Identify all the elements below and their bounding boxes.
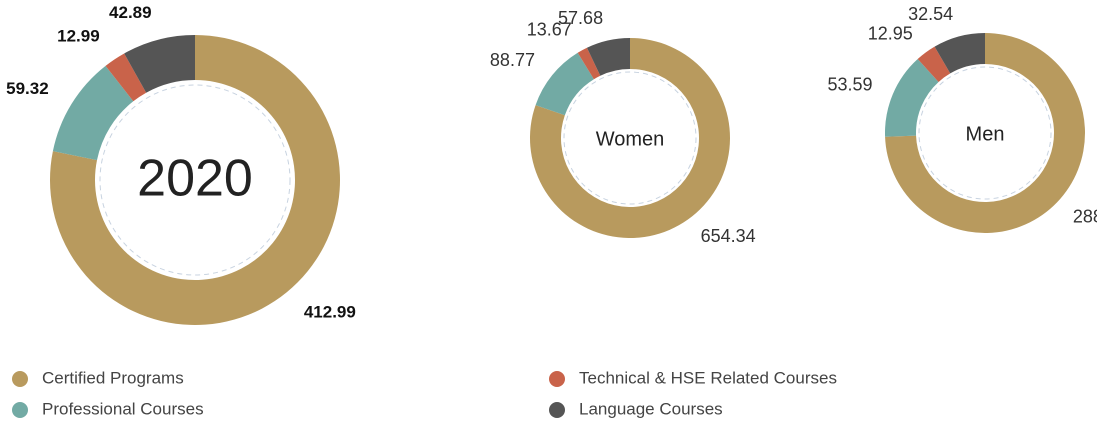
data-label: 57.68 bbox=[558, 8, 603, 28]
donut-segment bbox=[529, 38, 730, 238]
donut-segment bbox=[917, 46, 951, 82]
chart-title: 2020 bbox=[137, 150, 253, 208]
data-label: 13.67 bbox=[527, 20, 572, 40]
data-label: 288 bbox=[1073, 206, 1097, 226]
donut-segment bbox=[577, 47, 601, 80]
legend-label: Certified Programs bbox=[42, 368, 184, 387]
inner-dashed-ring bbox=[918, 66, 1052, 200]
legend-label: Professional Courses bbox=[42, 399, 204, 418]
legend-marker bbox=[549, 371, 565, 387]
legend-marker bbox=[549, 402, 565, 418]
chart-title: Women bbox=[596, 128, 665, 150]
donut-segment bbox=[535, 52, 594, 116]
inner-dashed-ring bbox=[99, 84, 291, 276]
donut-segment bbox=[934, 33, 985, 74]
legend-label: Technical & HSE Related Courses bbox=[579, 368, 837, 387]
legend-label: Language Courses bbox=[579, 399, 723, 418]
inner-dashed-ring bbox=[563, 71, 697, 205]
donut-segment bbox=[50, 35, 340, 325]
donut-segment bbox=[52, 65, 134, 161]
data-label: 12.95 bbox=[868, 23, 913, 43]
donut-segment bbox=[885, 33, 1085, 234]
data-label: 654.34 bbox=[701, 226, 756, 246]
donut-segment bbox=[586, 38, 630, 76]
donut-segment bbox=[885, 59, 939, 137]
donut-segment bbox=[105, 53, 147, 102]
data-label: 12.99 bbox=[57, 26, 100, 45]
data-label: 42.89 bbox=[109, 3, 152, 22]
legend-marker bbox=[12, 371, 28, 387]
data-label: 412.99 bbox=[304, 303, 356, 322]
data-label: 53.59 bbox=[827, 75, 872, 95]
data-label: 88.77 bbox=[490, 50, 535, 70]
data-label: 59.32 bbox=[6, 79, 49, 98]
data-label: 32.54 bbox=[908, 4, 953, 24]
legend-marker bbox=[12, 402, 28, 418]
donut-segment bbox=[124, 35, 195, 93]
chart-title: Men bbox=[966, 123, 1005, 145]
